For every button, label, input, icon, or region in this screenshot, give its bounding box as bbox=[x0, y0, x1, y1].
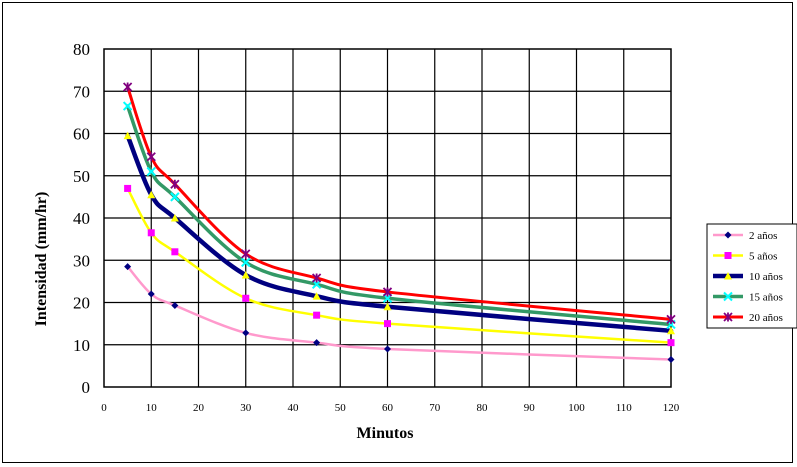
y-axis-ticks: 0 10 20 30 40 50 60 70 80 bbox=[73, 40, 90, 397]
legend-label: 2 años bbox=[749, 230, 777, 242]
legend-label: 10 años bbox=[749, 271, 783, 283]
legend-label: 15 años bbox=[749, 292, 783, 304]
x-tick-label: 50 bbox=[335, 402, 347, 414]
data-point bbox=[171, 248, 179, 256]
x-tick-label: 80 bbox=[477, 402, 489, 414]
data-point bbox=[666, 314, 676, 325]
data-point bbox=[311, 273, 322, 283]
data-point bbox=[667, 356, 675, 364]
y-tick-label: 10 bbox=[73, 336, 90, 355]
data-point bbox=[170, 179, 180, 189]
x-tick-label: 100 bbox=[568, 402, 585, 414]
legend-label: 5 años bbox=[749, 251, 777, 263]
x-tick-label: 120 bbox=[663, 402, 680, 414]
data-point bbox=[382, 287, 393, 297]
y-tick-label: 0 bbox=[82, 378, 91, 397]
series-2 bbox=[124, 184, 675, 347]
y-tick-label: 80 bbox=[73, 40, 90, 59]
data-point bbox=[122, 101, 133, 111]
x-tick-label: 10 bbox=[146, 402, 158, 414]
legend: 2 años 5 años 10 años 15 años 20 años bbox=[706, 223, 797, 329]
x-tick-label: 30 bbox=[240, 402, 252, 414]
legend-marker bbox=[723, 291, 733, 302]
data-point bbox=[312, 292, 321, 300]
data-point bbox=[313, 311, 321, 319]
series-1 bbox=[124, 263, 675, 364]
data-point bbox=[147, 290, 155, 298]
data-point bbox=[122, 82, 133, 92]
grid bbox=[103, 48, 672, 388]
data-point bbox=[384, 320, 391, 328]
data-point bbox=[170, 214, 179, 222]
data-point bbox=[146, 152, 156, 162]
data-point bbox=[170, 192, 180, 202]
legend-marker bbox=[724, 231, 732, 239]
y-tick-label: 50 bbox=[73, 167, 90, 186]
y-tick-label: 30 bbox=[73, 251, 90, 270]
data-point bbox=[124, 184, 132, 192]
data-point bbox=[313, 339, 321, 347]
y-tick-label: 60 bbox=[73, 125, 90, 144]
x-tick-label: 90 bbox=[524, 402, 536, 414]
y-tick-label: 20 bbox=[73, 294, 90, 313]
data-point bbox=[147, 229, 155, 237]
legend-marker bbox=[724, 252, 732, 259]
legend-label: 20 años bbox=[749, 312, 783, 324]
series-layer bbox=[122, 82, 676, 364]
legend-marker bbox=[723, 312, 733, 322]
data-point bbox=[124, 263, 132, 271]
series-3 bbox=[123, 131, 675, 335]
series-5 bbox=[122, 82, 676, 325]
data-point bbox=[242, 329, 250, 337]
data-point bbox=[241, 249, 251, 259]
data-point bbox=[241, 257, 251, 268]
data-point bbox=[123, 131, 132, 140]
x-tick-label: 70 bbox=[429, 402, 441, 414]
data-point bbox=[241, 271, 250, 279]
data-point bbox=[383, 302, 392, 311]
x-tick-label: 40 bbox=[288, 402, 300, 414]
series-line bbox=[126, 265, 673, 361]
legend-item: 20 años bbox=[713, 312, 783, 324]
y-tick-label: 40 bbox=[73, 209, 90, 228]
series-line bbox=[126, 85, 673, 321]
data-point bbox=[384, 345, 391, 353]
y-axis-title: Intensidad (mm/hr) bbox=[33, 192, 50, 327]
legend-item: 2 años bbox=[713, 230, 777, 242]
y-tick-label: 70 bbox=[73, 82, 90, 101]
data-point bbox=[667, 326, 675, 335]
x-tick-label: 0 bbox=[101, 402, 107, 414]
series-line bbox=[126, 187, 673, 344]
data-point bbox=[171, 301, 179, 309]
legend-item: 15 años bbox=[713, 292, 783, 304]
x-tick-label: 20 bbox=[193, 402, 205, 414]
series-line bbox=[125, 133, 674, 334]
legend-item: 5 años bbox=[713, 251, 777, 263]
x-tick-label: 60 bbox=[382, 402, 394, 414]
x-axis-title: Minutos bbox=[357, 425, 414, 442]
data-point bbox=[147, 190, 156, 199]
data-point bbox=[667, 339, 675, 347]
x-axis-ticks: 0 10 20 30 40 50 60 70 80 90 100 110 120 bbox=[101, 402, 680, 414]
data-point bbox=[146, 166, 156, 177]
x-tick-label: 110 bbox=[616, 402, 633, 414]
legend-marker bbox=[724, 272, 732, 280]
legend-item: 10 años bbox=[713, 271, 783, 283]
data-point bbox=[242, 294, 250, 302]
